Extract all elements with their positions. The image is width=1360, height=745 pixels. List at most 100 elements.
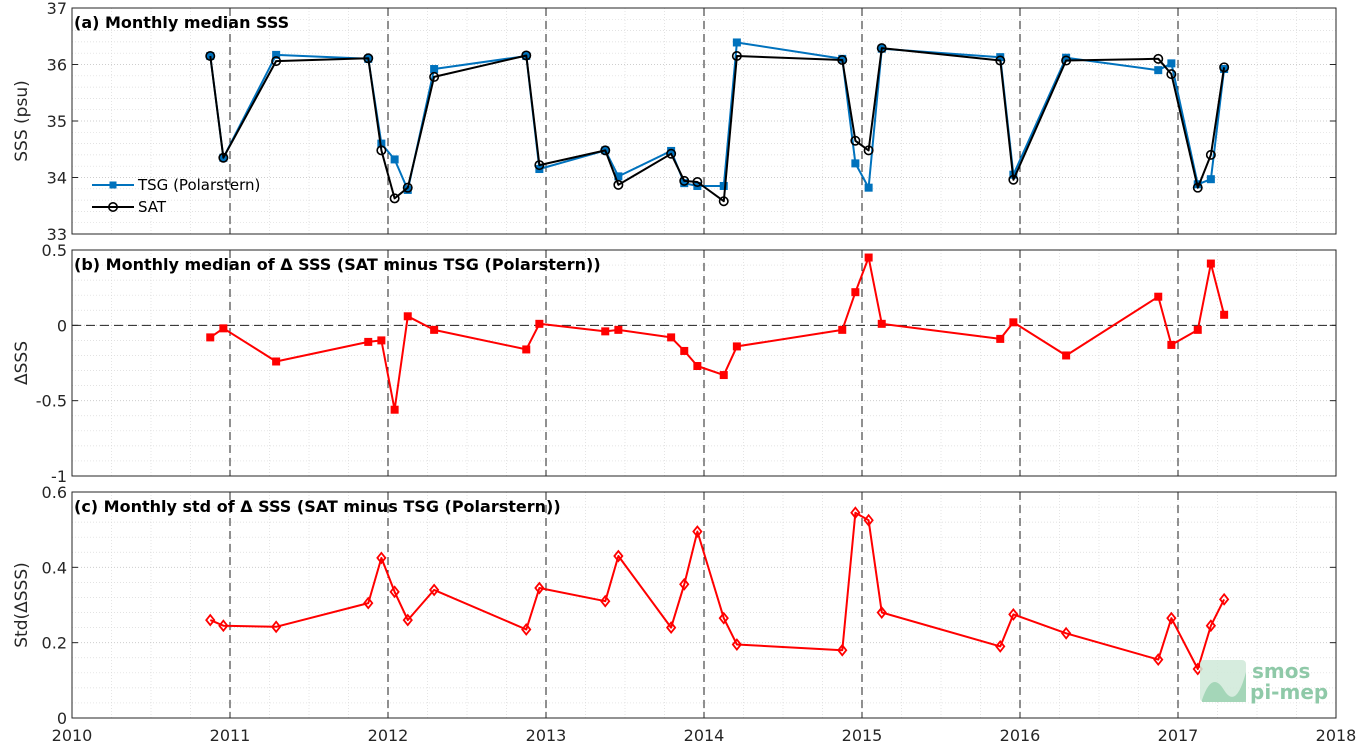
x-tick-label: 2014: [684, 726, 725, 745]
data-point: [534, 581, 545, 595]
data-point: [600, 145, 611, 156]
data-point: [1219, 62, 1230, 73]
y-tick-label: 37: [47, 0, 67, 18]
series-delta: [206, 253, 1229, 414]
data-point: [429, 71, 440, 82]
data-point: [1153, 53, 1164, 64]
data-point: [731, 51, 742, 62]
data-point: [850, 135, 861, 146]
data-point: [1193, 325, 1202, 334]
y-tick-label: 0.6: [42, 483, 67, 502]
data-point: [719, 371, 728, 380]
data-point: [996, 334, 1005, 343]
y-tick-label: -1: [51, 467, 67, 486]
panel-title: (c) Monthly std of Δ SSS (SAT minus TSG …: [74, 497, 561, 516]
data-point: [271, 56, 282, 67]
data-point: [1167, 340, 1176, 349]
data-point: [363, 53, 374, 64]
y-tick-label: 35: [47, 112, 67, 131]
x-tick-label: 2013: [526, 726, 567, 745]
data-point: [206, 333, 215, 342]
data-point: [1009, 318, 1018, 327]
legend-entry-label: SAT: [138, 198, 167, 216]
data-point: [995, 55, 1006, 66]
data-point: [218, 152, 229, 163]
data-point: [1205, 149, 1216, 160]
y-tick-label: 0.5: [42, 241, 67, 260]
data-point: [863, 145, 874, 156]
data-point: [731, 638, 743, 651]
x-tick-label: 2018: [1316, 726, 1357, 745]
data-point: [863, 513, 874, 527]
data-point: [1008, 174, 1019, 185]
data-point: [837, 54, 848, 65]
panel-title: (a) Monthly median SSS: [74, 13, 289, 32]
x-tick-label: 2016: [1000, 726, 1041, 745]
data-point: [718, 611, 729, 625]
data-point: [666, 148, 677, 159]
data-point: [600, 594, 611, 608]
panel-c-std-delta-sss: 0 0.2 0.4 0.6 Std(ΔSSS) (c) Monthly std of Δ …: [12, 483, 1337, 728]
x-tick-label: 2017: [1158, 726, 1199, 745]
legend-entry-label: TSG (Polarstern): [137, 176, 260, 194]
data-point: [1166, 611, 1177, 625]
data-point: [876, 43, 887, 54]
y-tick-label: -0.5: [36, 392, 67, 411]
data-point: [1061, 55, 1072, 66]
data-point: [679, 175, 690, 186]
data-point: [272, 50, 281, 59]
data-point: [522, 345, 531, 354]
data-point: [270, 620, 282, 634]
data-point: [864, 183, 873, 192]
data-point: [1154, 292, 1163, 301]
data-point: [376, 145, 387, 156]
y-tick-label: 34: [47, 169, 67, 188]
x-tick-label: 2012: [368, 726, 409, 745]
legend-swatch-marker: [108, 202, 119, 213]
data-point: [864, 253, 873, 262]
x-tick-label: 2011: [210, 726, 251, 745]
data-point: [876, 606, 887, 619]
data-point: [719, 181, 728, 190]
data-point: [390, 405, 399, 414]
data-point: [430, 325, 439, 334]
data-point: [1205, 619, 1217, 633]
data-point: [272, 357, 281, 366]
data-point: [1062, 351, 1071, 360]
x-tick-label: 2015: [842, 726, 883, 745]
data-point: [692, 525, 703, 538]
data-point: [613, 179, 624, 190]
data-point: [837, 643, 848, 657]
x-axis-years: 2010 2011 2012 2013 2014 2015 2016 2017 2018: [52, 726, 1357, 745]
data-point: [850, 506, 861, 520]
y-tick-label: 0: [57, 316, 67, 335]
data-point: [1154, 66, 1163, 75]
data-point: [1192, 182, 1203, 193]
data-point: [614, 325, 623, 334]
y-axis-label: SSS (psu): [12, 80, 32, 161]
data-point: [1218, 592, 1230, 606]
y-tick-label: 36: [47, 56, 67, 75]
data-point: [1167, 59, 1176, 68]
series-line: [209, 511, 1225, 670]
data-point: [218, 619, 229, 633]
data-point: [851, 159, 860, 168]
panel-b-delta-sss: -1 -0.5 0 0.5 ΔSSS (b) Monthly median of Δ SS…: [12, 241, 1337, 486]
data-point: [877, 319, 886, 328]
y-tick-label: 0.4: [42, 558, 67, 577]
y-tick-label: 0: [57, 709, 67, 728]
data-point: [718, 196, 729, 207]
data-point: [679, 577, 690, 591]
data-point: [693, 362, 702, 371]
data-point: [521, 50, 532, 61]
series-sat: [205, 43, 1230, 207]
data-point: [692, 177, 703, 188]
y-tick-label: 0.2: [42, 634, 67, 653]
x-tick-label: 2010: [52, 726, 93, 745]
data-point: [219, 324, 228, 333]
data-point: [390, 155, 399, 164]
legend: TSG (Polarstern) SAT: [92, 176, 260, 216]
panel-title: (b) Monthly median of Δ SSS (SAT minus T…: [74, 255, 601, 274]
data-point: [851, 288, 860, 297]
